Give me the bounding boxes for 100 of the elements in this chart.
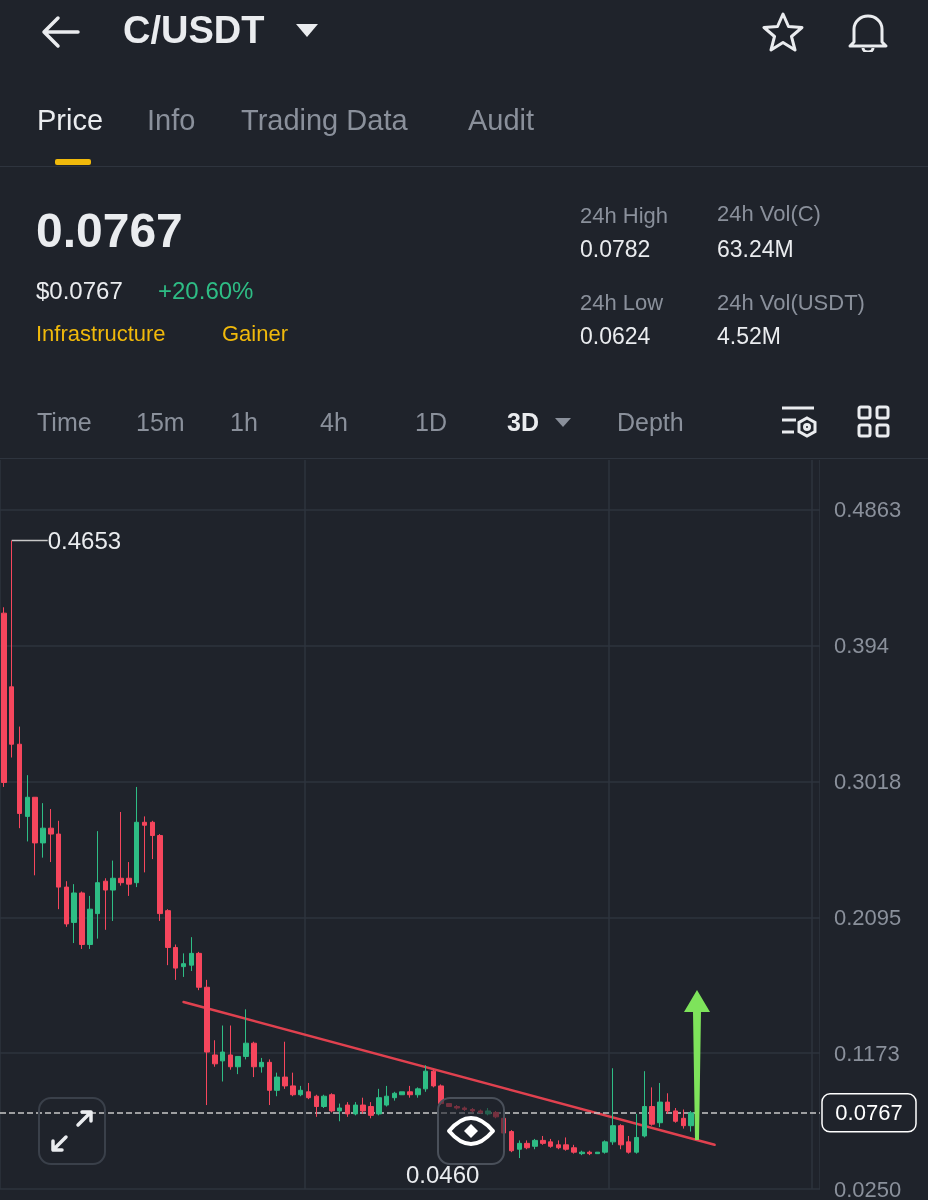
candlestick [150, 820, 155, 860]
candlestick [368, 1101, 374, 1119]
candlestick [423, 1064, 428, 1093]
text: Audit [468, 104, 535, 138]
candlestick [243, 1008, 249, 1060]
text: 24h Vol(USDT) [717, 290, 865, 316]
candlestick [267, 1058, 272, 1106]
candlestick [446, 1103, 452, 1108]
y-tick-label: 0.0250 [834, 1176, 902, 1200]
text: Price [37, 104, 104, 138]
candlestick [501, 1116, 506, 1136]
text: 0.0767 [36, 203, 183, 259]
candlestick [95, 830, 100, 940]
candlestick [399, 1091, 405, 1096]
candlestick [579, 1150, 585, 1156]
annotation: 0.0460 [405, 1160, 480, 1188]
candlestick [290, 1072, 296, 1097]
y-tick-label: 0.394 [834, 633, 890, 659]
candlestick [571, 1144, 577, 1155]
candlestick [173, 944, 178, 981]
candlestick [478, 1108, 483, 1115]
text: 15m [136, 408, 185, 437]
candlestick [228, 1025, 233, 1071]
candlestick [40, 802, 46, 859]
text: 4h [320, 408, 348, 437]
candlestick [189, 936, 194, 972]
candlestick [134, 786, 139, 888]
text: Gainer [222, 321, 289, 347]
candlestick [32, 796, 38, 876]
candlestick [9, 540, 14, 758]
candlestick [532, 1138, 538, 1150]
candlestick [438, 1083, 444, 1106]
candlestick [563, 1136, 569, 1152]
candlestick [314, 1094, 319, 1118]
candlestick [384, 1085, 389, 1108]
candlestick [407, 1085, 413, 1099]
candlestick [688, 1110, 694, 1133]
candlestick [1, 606, 7, 788]
candlestick [493, 1110, 499, 1119]
candlestick [548, 1138, 553, 1149]
candlestick [524, 1139, 530, 1150]
y-tick-label: 0.3018 [834, 768, 902, 794]
candlestick [462, 1106, 467, 1112]
text: Infrastructure [36, 321, 166, 347]
candlestick [212, 1039, 218, 1068]
candlestick [485, 1107, 491, 1116]
candlestick [165, 908, 171, 966]
candlestick [71, 883, 77, 944]
candlestick [602, 1139, 608, 1155]
candlestick [618, 1123, 624, 1150]
text: 24h High [580, 203, 669, 229]
candlestick [17, 726, 22, 829]
candlestick [103, 877, 108, 931]
candlestick [595, 1151, 600, 1155]
candlestick [25, 774, 30, 842]
text: 0.0782 [580, 236, 651, 263]
text: 4.52M [717, 323, 781, 350]
candlestick [540, 1135, 546, 1146]
candlestick [681, 1108, 686, 1130]
candlestick [126, 861, 132, 897]
text: +20.60% [158, 277, 254, 305]
text: 1D [415, 408, 447, 437]
candlestick [282, 1041, 288, 1090]
candlestick [118, 811, 124, 887]
candlestick [298, 1085, 303, 1097]
text: 24h Vol(C) [717, 201, 821, 227]
text: 63.24M [717, 236, 794, 263]
text: 24h Low [580, 290, 664, 316]
candlestick [376, 1088, 382, 1116]
candlestick [360, 1097, 366, 1115]
candlestick [337, 1103, 342, 1122]
chart-title: C/USDT [123, 9, 265, 52]
candlestick [204, 979, 210, 1106]
candlestick [431, 1069, 436, 1088]
candlestick [587, 1150, 592, 1156]
text: Trading Data [241, 104, 408, 138]
y-tick-label: 0.4863 [834, 497, 902, 523]
candlestick [181, 952, 186, 978]
candlestick [610, 1067, 616, 1146]
y-tick-label: 0.2095 [834, 904, 902, 930]
text: Info [147, 104, 196, 138]
candlestick [48, 808, 54, 863]
candlestick [321, 1094, 327, 1109]
text: 3D [507, 408, 539, 437]
candlestick [87, 895, 93, 950]
candlestick [306, 1082, 311, 1100]
text: 0.0624 [580, 323, 651, 350]
candlestick [657, 1082, 663, 1128]
candlestick [251, 1041, 257, 1078]
candlestick [517, 1139, 522, 1159]
text: Time [37, 408, 92, 437]
ref-line-label: 0.0767 [835, 1100, 903, 1126]
candlestick [220, 1025, 225, 1082]
candlestick [79, 891, 85, 950]
candlestick [110, 860, 116, 922]
y-tick-label: 0.1173 [834, 1040, 900, 1066]
candlestick [642, 1070, 647, 1138]
candlestick [259, 1057, 264, 1074]
candlestick [556, 1139, 561, 1150]
candlestick [415, 1086, 421, 1099]
